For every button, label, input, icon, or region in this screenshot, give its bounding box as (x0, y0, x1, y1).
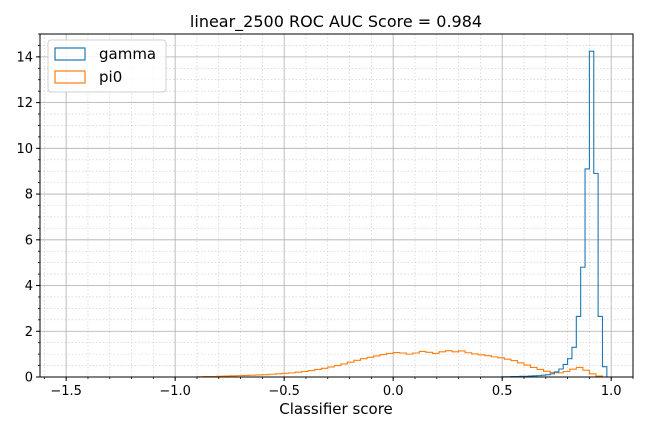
legend-label-gamma: gamma (99, 45, 156, 63)
x-tick-label: 0.5 (492, 384, 513, 399)
histogram-series-pi0 (196, 350, 604, 378)
x-tick-label: −1.0 (159, 384, 191, 399)
x-axis-label: Classifier score (279, 400, 393, 418)
y-tick-label: 14 (16, 50, 33, 65)
chart-title: linear_2500 ROC AUC Score = 0.984 (190, 12, 482, 32)
x-tick-label: −0.5 (268, 384, 300, 399)
y-axis: 0 2 4 6 8 10 12 14 (16, 33, 40, 386)
y-tick-label: 0 (25, 371, 33, 386)
x-tick-label: 1.0 (601, 384, 622, 399)
legend-box (47, 39, 167, 93)
histogram-series-gamma (501, 50, 608, 378)
y-tick-label: 6 (25, 233, 33, 248)
legend: gamma pi0 (47, 39, 167, 93)
y-tick-label: 10 (16, 142, 33, 157)
legend-swatch-gamma (54, 47, 86, 61)
x-axis: −1.5 −1.0 −0.5 0.0 0.5 1.0 (43, 377, 634, 399)
x-tick-label: −1.5 (50, 384, 82, 399)
series-layer (196, 50, 608, 378)
legend-label-pi0: pi0 (99, 68, 122, 86)
y-tick-label: 8 (25, 188, 33, 203)
y-tick-label: 2 (25, 325, 33, 340)
y-tick-label: 4 (25, 279, 33, 294)
x-tick-label: 0.0 (383, 384, 404, 399)
y-tick-label: 12 (16, 96, 33, 111)
legend-swatch-pi0 (54, 70, 86, 84)
